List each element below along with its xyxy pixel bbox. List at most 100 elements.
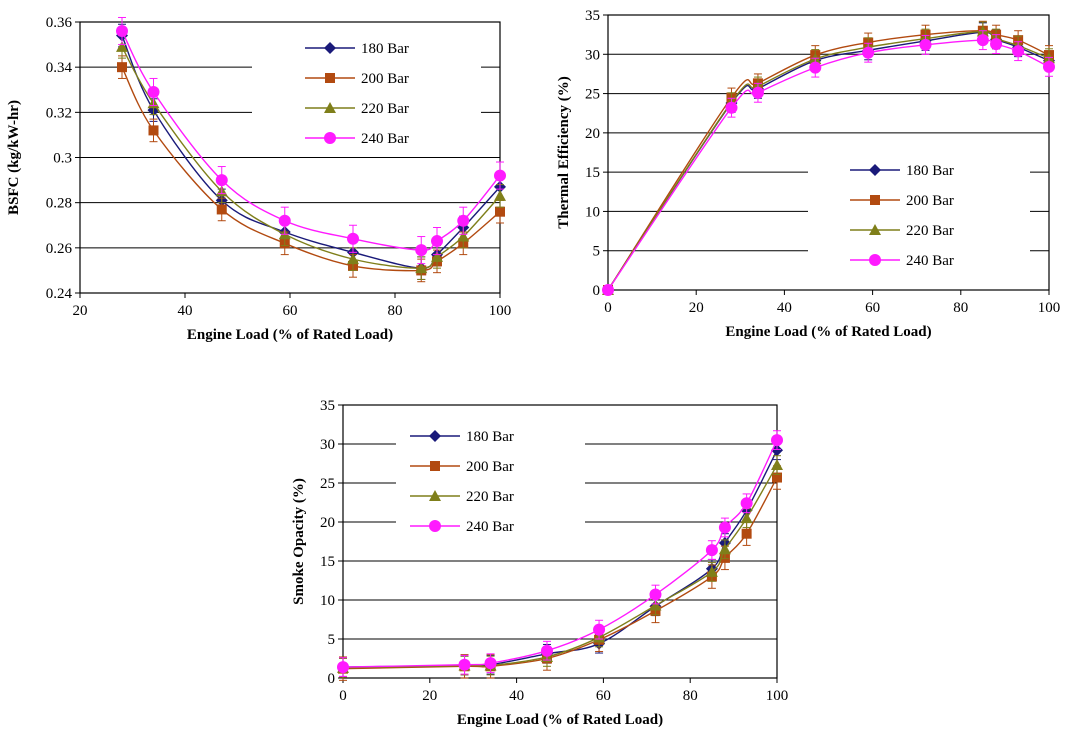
data-point (457, 230, 470, 242)
data-point (771, 459, 783, 471)
legend-label: 200 Bar (906, 193, 954, 209)
data-point (148, 125, 159, 136)
data-point (705, 544, 718, 557)
y-tick-label: 35 (585, 8, 600, 24)
data-point (772, 472, 782, 483)
y-tick-label: 15 (320, 554, 335, 570)
series-220-bar (337, 455, 783, 678)
data-point (862, 46, 875, 59)
series-200-bar (603, 20, 1054, 295)
y-tick-label: 0.3 (53, 151, 72, 167)
y-tick-label: 0.26 (46, 241, 73, 257)
plot-frame (342, 404, 778, 679)
y-tick-label: 5 (593, 244, 601, 260)
x-tick-label: 100 (766, 688, 789, 704)
data-point (740, 512, 753, 524)
x-tick-label: 0 (339, 688, 347, 704)
legend-marker (869, 164, 881, 176)
y-tick-label: 25 (320, 476, 335, 492)
x-tick-label: 60 (283, 303, 298, 319)
y-axis-label: Thermal Efficiency (%) (556, 76, 572, 228)
series-line (607, 39, 1050, 291)
legend: 180 Bar 200 Bar 220 Bar 240 Bar (410, 429, 514, 535)
data-point (649, 588, 662, 601)
series-line (607, 30, 1050, 291)
data-point (347, 232, 359, 245)
x-axis-label: Engine Load (% of Rated Load) (457, 712, 663, 728)
series-line (121, 30, 501, 251)
legend-label: 220 Bar (906, 223, 954, 239)
data-point (649, 599, 662, 611)
y-tick-label: 0 (593, 283, 601, 299)
data-point (718, 543, 731, 555)
data-point (215, 174, 228, 187)
y-tick-label: 10 (585, 204, 600, 220)
data-point (741, 528, 752, 539)
data-point (484, 657, 497, 670)
y-tick-label: 20 (320, 515, 335, 531)
y-tick-label: 25 (585, 87, 600, 103)
x-tick-label: 100 (1038, 300, 1061, 316)
legend-label: 240 Bar (906, 253, 954, 269)
legend-label: 200 Bar (361, 71, 409, 87)
data-point (415, 244, 428, 257)
data-point (458, 658, 471, 671)
data-point (809, 61, 822, 74)
y-tick-label: 0.36 (46, 15, 73, 31)
series-line (121, 66, 501, 272)
data-point (117, 62, 127, 73)
x-tick-label: 60 (596, 688, 611, 704)
legend-marker (429, 430, 441, 442)
y-tick-label: 20 (585, 126, 600, 142)
data-point (751, 86, 764, 99)
legend: 180 Bar 200 Bar 220 Bar 240 Bar (850, 163, 954, 269)
data-point (494, 169, 506, 182)
legend-label: 220 Bar (361, 101, 409, 117)
series-180-bar (337, 440, 783, 677)
legend-label: 220 Bar (466, 489, 514, 505)
y-tick-label: 0.34 (46, 60, 73, 76)
data-point (347, 253, 359, 265)
y-tick-label: 0.24 (46, 286, 73, 302)
x-axis-label: Engine Load (% of Rated Load) (725, 324, 931, 340)
x-tick-label: 80 (683, 688, 698, 704)
y-tick-label: 5 (328, 632, 336, 648)
data-point (457, 214, 470, 227)
legend-label: 240 Bar (466, 519, 514, 535)
data-point (1012, 45, 1025, 58)
y-tick-label: 0 (328, 671, 336, 687)
y-tick-label: 10 (320, 593, 335, 609)
x-tick-label: 40 (509, 688, 524, 704)
data-point (725, 101, 738, 114)
data-point (919, 38, 932, 51)
chart-panel-3: 0 5 10 15 20 25 30 35 0 20 40 60 80 100 Engine Load (%… (291, 398, 788, 728)
legend-marker (429, 490, 441, 501)
y-tick-label: 30 (585, 47, 600, 63)
data-point (116, 25, 128, 38)
data-point (278, 214, 291, 227)
y-tick-label: 35 (320, 398, 335, 414)
plot-frame (607, 14, 1050, 291)
x-tick-label: 40 (777, 300, 792, 316)
legend-marker (869, 254, 881, 266)
series-line (342, 464, 778, 669)
x-axis-label: Engine Load (% of Rated Load) (187, 327, 393, 343)
data-point (337, 661, 349, 674)
legend-marker (429, 520, 441, 532)
x-tick-label: 0 (604, 300, 612, 316)
series-line (607, 31, 1050, 291)
chart-panel-2: 0 5 10 15 20 25 30 35 0 20 40 60 80 100 Engine Load (%… (556, 8, 1060, 340)
x-tick-label: 40 (178, 303, 193, 319)
data-point (415, 262, 428, 274)
x-tick-label: 20 (422, 688, 437, 704)
data-point (740, 497, 753, 510)
series-180-bar (116, 23, 506, 280)
series-line (342, 477, 778, 670)
y-tick-label: 15 (585, 165, 600, 181)
data-point (216, 204, 227, 215)
legend-marker (324, 132, 336, 144)
legend-marker (324, 102, 336, 113)
x-tick-label: 80 (388, 303, 403, 319)
legend-marker (430, 461, 440, 471)
legend-marker (325, 73, 335, 83)
